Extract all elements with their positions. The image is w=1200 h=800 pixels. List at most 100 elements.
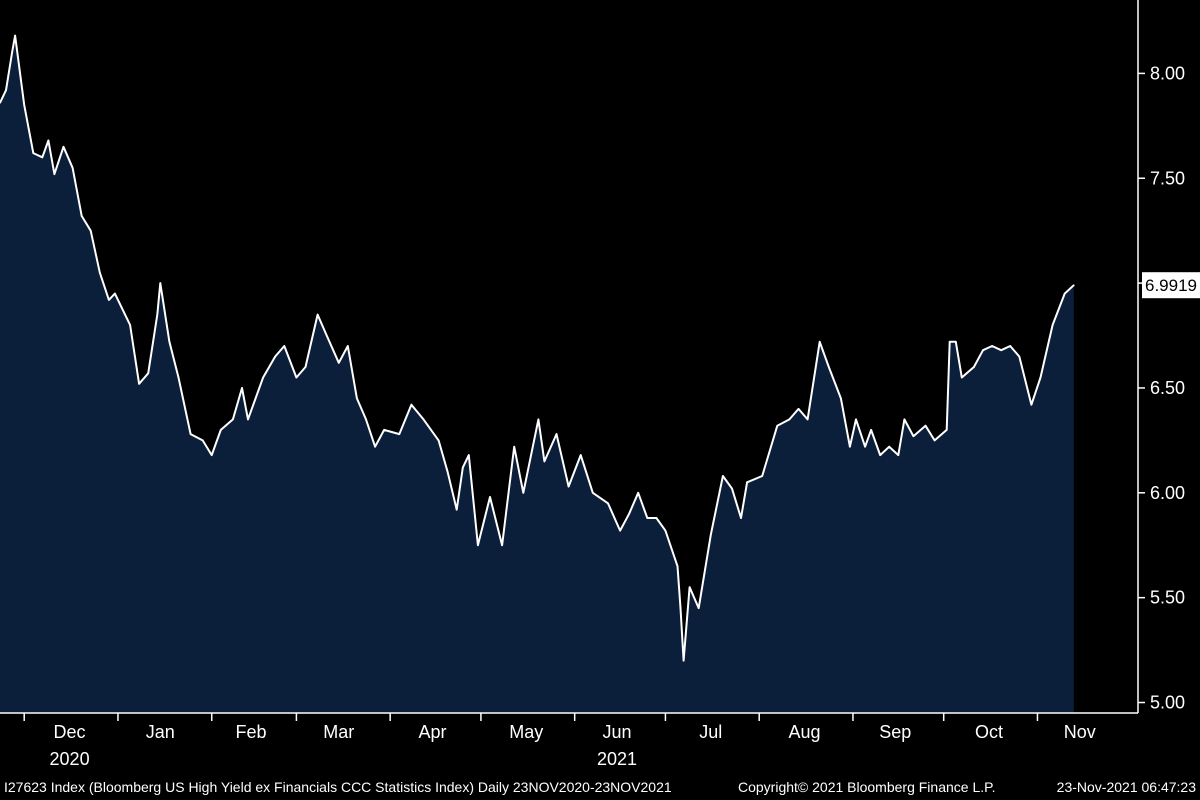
data-point [840, 397, 842, 400]
data-point [5, 89, 7, 91]
data-point [89, 229, 92, 232]
data-point [864, 445, 866, 448]
x-year-label: 2020 [50, 749, 90, 769]
data-point [1051, 324, 1054, 326]
data-point [888, 445, 890, 448]
data-point [316, 313, 319, 316]
data-point [71, 167, 74, 169]
y-tick-label: 7.50 [1150, 168, 1185, 188]
data-point [797, 408, 800, 410]
data-point [468, 454, 470, 456]
data-point [537, 418, 540, 421]
data-point [47, 139, 50, 142]
data-point [274, 355, 277, 358]
y-tick-label: 5.00 [1150, 693, 1185, 713]
data-point [283, 345, 286, 347]
data-point [579, 454, 582, 456]
data-point [501, 544, 503, 546]
axes [0, 0, 1139, 714]
copyright-notice: Copyright© 2021 Bloomberg Finance L.P. [738, 779, 996, 795]
x-tick-label: Jul [699, 722, 722, 742]
data-point [740, 517, 742, 519]
data-point [247, 418, 249, 421]
data-point [955, 341, 957, 343]
data-point [973, 366, 975, 368]
data-point [903, 418, 906, 421]
data-points [0, 34, 1075, 662]
data-point [688, 586, 691, 588]
y-tick-label: 5.50 [1150, 588, 1185, 608]
data-point [398, 433, 401, 435]
data-point [543, 460, 546, 463]
data-point [982, 349, 984, 352]
data-point [697, 607, 700, 609]
data-point [761, 475, 763, 477]
chart-footer: I27623 Index (Bloomberg US High Yield ex… [0, 774, 1200, 800]
data-point [383, 429, 385, 431]
data-point [912, 435, 915, 438]
x-tick-label: Apr [419, 722, 447, 742]
data-point [138, 383, 140, 385]
x-tick-label: Feb [236, 722, 267, 742]
data-point [1073, 284, 1075, 287]
data-point [189, 433, 192, 435]
data-point [991, 345, 993, 347]
data-point [948, 341, 951, 343]
data-point [870, 429, 872, 431]
data-point [592, 492, 594, 494]
data-point [422, 418, 425, 421]
data-point [177, 376, 180, 379]
data-point [1063, 292, 1066, 295]
data-point [879, 454, 881, 456]
data-point [1030, 403, 1033, 406]
data-point [897, 454, 900, 456]
data-point [32, 152, 35, 154]
data-point [262, 376, 264, 379]
data-point [637, 492, 639, 494]
data-point [220, 429, 222, 431]
data-point [828, 366, 830, 368]
plot-area [0, 34, 1075, 714]
data-point [776, 424, 779, 427]
data-point [325, 334, 328, 337]
data-point [655, 517, 658, 519]
x-tick-label: May [509, 722, 543, 742]
x-tick-label: Nov [1064, 722, 1096, 742]
data-point [933, 439, 936, 442]
data-point [619, 529, 621, 532]
x-tick-label: Jan [146, 722, 175, 742]
data-point [676, 565, 679, 567]
data-point [567, 485, 570, 488]
data-point [489, 496, 491, 498]
data-point [0, 102, 1, 104]
x-tick-label: Jun [603, 722, 632, 742]
data-point [147, 372, 149, 375]
data-point [446, 471, 449, 473]
x-tick-label: Mar [323, 722, 354, 742]
data-point [477, 544, 479, 546]
area-chart: 5.005.506.006.507.007.508.00 DecJanFebMa… [0, 0, 1200, 769]
data-point [788, 418, 791, 421]
data-point [365, 418, 367, 421]
x-tick-label: Oct [975, 722, 1003, 742]
data-point [374, 445, 376, 448]
data-point [410, 403, 413, 406]
data-point [731, 487, 733, 490]
data-point [710, 534, 712, 536]
x-year-label: 2021 [597, 749, 637, 769]
data-point [437, 439, 440, 442]
data-point [455, 508, 458, 511]
data-point [210, 454, 213, 456]
data-point [1009, 345, 1011, 347]
data-point [295, 376, 298, 379]
data-point [14, 34, 16, 37]
data-point [722, 475, 724, 477]
data-point [99, 271, 101, 274]
data-point [628, 513, 630, 515]
x-tick-label: Dec [54, 722, 86, 742]
data-point [818, 341, 821, 343]
data-point [201, 439, 204, 442]
data-point [11, 51, 13, 54]
data-point [304, 366, 307, 368]
data-point [356, 397, 358, 400]
